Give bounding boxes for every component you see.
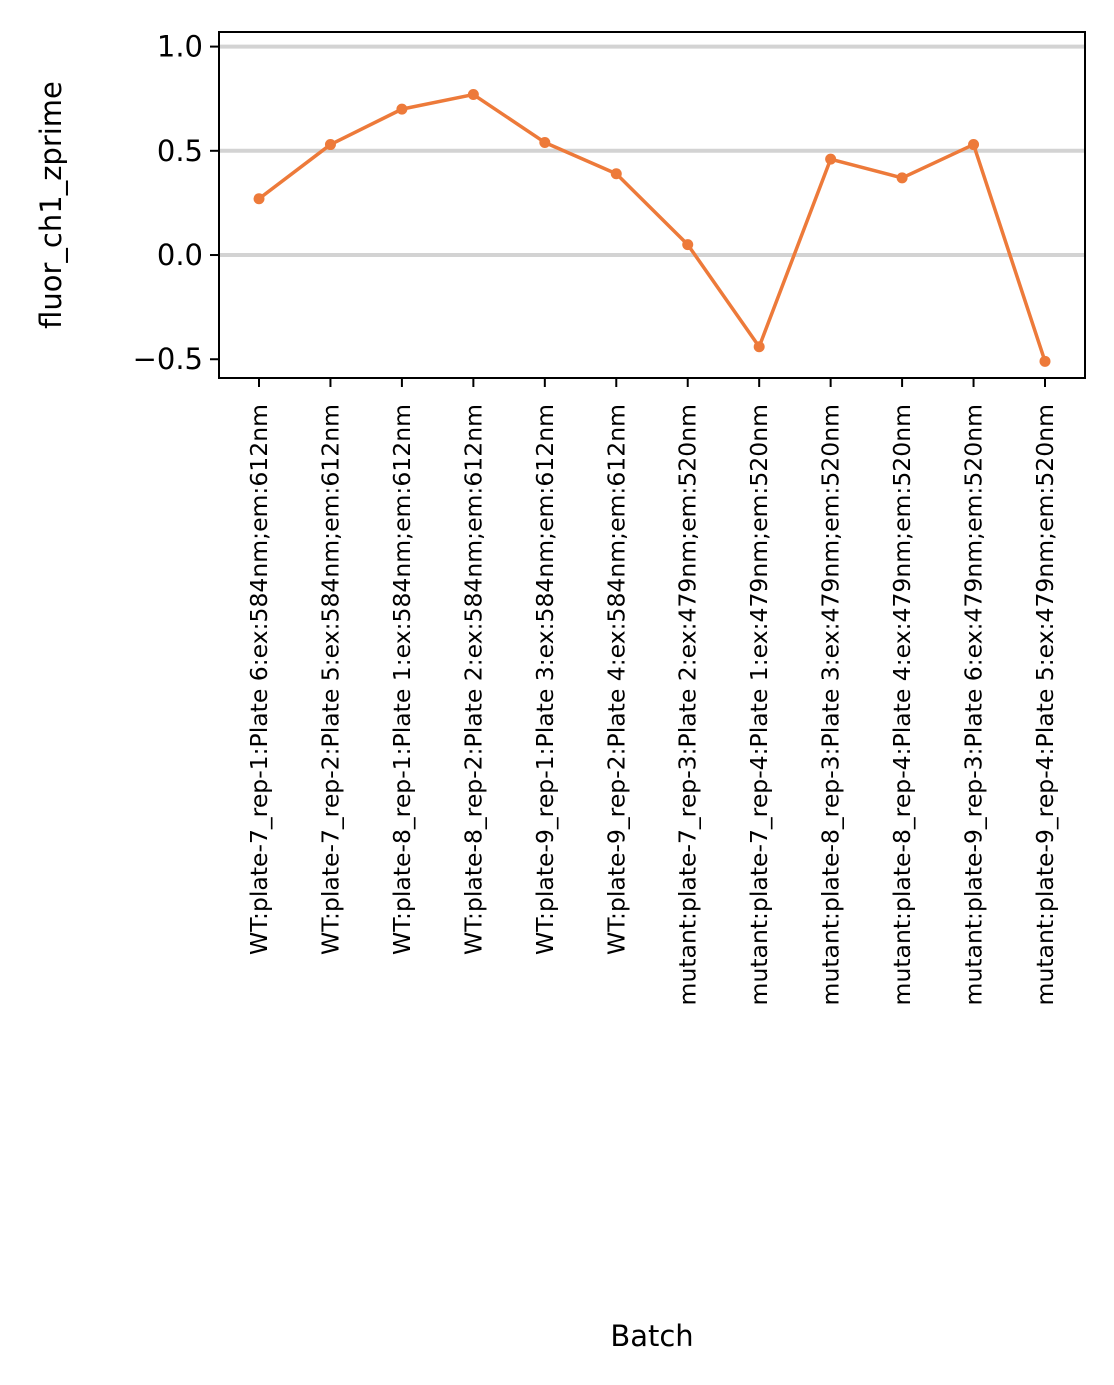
x-tick-label: WT:plate-7_rep-2:Plate 5:ex:584nm;em:612… (316, 404, 344, 955)
x-axis: WT:plate-7_rep-1:Plate 6:ex:584nm;em:612… (245, 378, 1059, 1005)
x-tick-label: WT:plate-8_rep-1:Plate 1:ex:584nm;em:612… (388, 404, 416, 955)
data-point (896, 172, 908, 184)
y-tick-label: 0.0 (157, 238, 203, 272)
data-point (396, 103, 408, 115)
y-tick-label: 0.5 (157, 134, 203, 168)
data-point (682, 239, 694, 251)
y-tick-label: 1.0 (157, 30, 203, 64)
x-tick-label: mutant:plate-9_rep-4:Plate 5:ex:479nm;em… (1031, 404, 1059, 1005)
y-axis-label: fluor_ch1_zprime (34, 81, 68, 329)
data-point (753, 341, 765, 353)
data-point (539, 136, 551, 148)
data-point (1039, 355, 1051, 367)
x-tick-label: mutant:plate-8_rep-3:Plate 3:ex:479nm;em… (817, 404, 845, 1005)
series-line (257, 92, 1047, 362)
data-point (968, 139, 980, 151)
x-tick-label: WT:plate-8_rep-2:Plate 2:ex:584nm;em:612… (459, 404, 487, 955)
x-tick-label: WT:plate-9_rep-2:Plate 4:ex:584nm;em:612… (602, 404, 630, 955)
x-tick-label: WT:plate-9_rep-1:Plate 3:ex:584nm;em:612… (531, 404, 559, 955)
y-axis: 1.0 0.5 0.0 −0.5 (133, 30, 219, 376)
x-tick-label: mutant:plate-7_rep-3:Plate 2:ex:479nm;em… (674, 404, 702, 1005)
data-point (253, 193, 265, 205)
x-tick-label: mutant:plate-7_rep-4:Plate 1:ex:479nm;em… (745, 404, 773, 1005)
data-point (825, 153, 837, 165)
data-point (324, 139, 336, 151)
data-point (467, 89, 479, 101)
plot-area-frame (218, 31, 1086, 379)
reference-lines (219, 44, 1085, 258)
data-point (610, 168, 622, 180)
x-tick-label: WT:plate-7_rep-1:Plate 6:ex:584nm;em:612… (245, 404, 273, 955)
x-axis-label: Batch (610, 1319, 693, 1353)
y-tick-label: −0.5 (133, 342, 203, 376)
x-tick-label: mutant:plate-8_rep-4:Plate 4:ex:479nm;em… (888, 404, 916, 1005)
series-line-group (253, 89, 1051, 367)
x-tick-label: mutant:plate-9_rep-3:Plate 6:ex:479nm;em… (960, 404, 988, 1005)
